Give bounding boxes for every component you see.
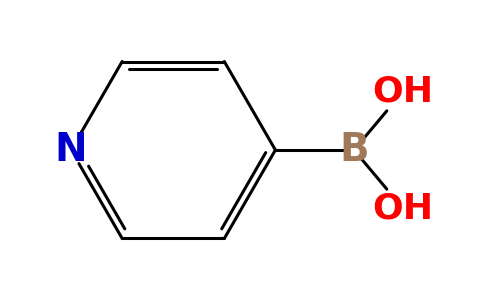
Text: B: B (339, 131, 369, 169)
Text: OH: OH (373, 192, 434, 226)
Text: OH: OH (373, 74, 434, 108)
Text: N: N (55, 131, 88, 169)
